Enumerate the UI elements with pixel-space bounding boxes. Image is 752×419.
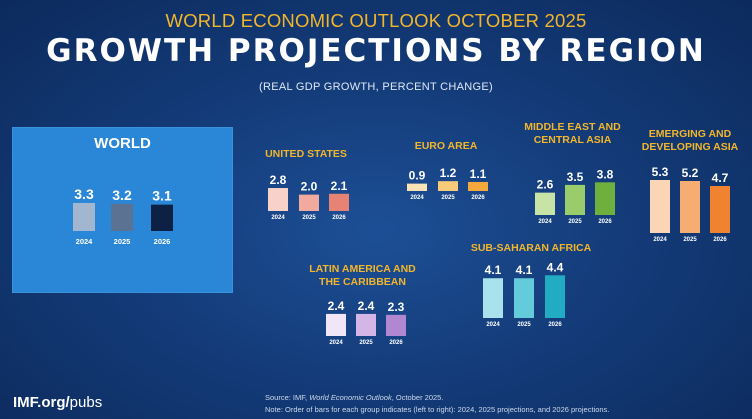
bar-2026	[151, 204, 173, 231]
tick-label: 2026	[471, 195, 485, 201]
chart-title: SUB-SAHARAN AFRICA	[470, 242, 592, 254]
bar-2024	[73, 202, 95, 231]
tick-label: 2024	[76, 237, 94, 246]
bar-2026	[468, 181, 488, 191]
bar-2025	[111, 203, 133, 231]
tick-label: 2026	[154, 237, 171, 246]
tick-label: 2024	[329, 340, 343, 346]
bar-2024	[407, 183, 427, 191]
bar-2025	[299, 194, 319, 211]
logo-main: IMF.org/	[13, 394, 70, 411]
source-suffix: , October 2025.	[391, 393, 444, 402]
logo-sub: pubs	[69, 394, 103, 411]
data-label: 2.4	[358, 299, 375, 313]
tick-label: 2025	[683, 237, 697, 243]
data-label: 3.3	[74, 186, 94, 202]
data-label: 0.9	[409, 169, 426, 183]
tick-label: 2024	[538, 219, 552, 225]
bar-2024	[268, 188, 288, 211]
source-note: Source: IMF, World Economic Outlook, Oct…	[265, 393, 443, 402]
bar-2025	[438, 181, 458, 191]
tick-label: 2024	[653, 237, 667, 243]
chart-title: WORLD	[94, 135, 151, 152]
source-prefix: Source: IMF,	[265, 393, 310, 402]
tick-label: 2025	[302, 215, 316, 221]
tick-label: 2024	[271, 215, 285, 221]
data-label: 2.0	[301, 180, 318, 194]
tick-label: 2025	[441, 195, 455, 201]
data-label: 2.1	[331, 179, 348, 193]
source-title: World Economic Outlook	[309, 393, 392, 402]
data-label: 3.1	[152, 188, 172, 204]
bar-2026	[595, 182, 615, 215]
bar-2025	[514, 278, 534, 318]
bar-2025	[356, 313, 376, 336]
chart-title: MIDDLE EAST AND CENTRAL ASIA	[524, 121, 621, 147]
data-label: 5.2	[682, 166, 699, 180]
page-title: GROWTH PROJECTIONS BY REGION	[46, 33, 706, 69]
chart-title: LATIN AMERICA AND THE CARIBBEAN	[309, 263, 416, 289]
data-label: 1.1	[470, 167, 487, 181]
data-label: 4.1	[516, 263, 533, 277]
data-label: 4.1	[485, 263, 502, 277]
chart-title: EURO AREA	[414, 140, 478, 152]
bar-2025	[680, 181, 700, 233]
bar-2024	[535, 192, 555, 215]
data-label: 3.5	[567, 170, 584, 184]
data-label: 2.6	[537, 178, 554, 192]
chart-title: UNITED STATES	[265, 148, 347, 160]
tick-label: 2025	[359, 340, 373, 346]
bar-2024	[483, 278, 503, 318]
supertitle: WORLD ECONOMIC OUTLOOK OCTOBER 2025	[165, 10, 587, 31]
imf-pubs-link[interactable]: IMF.org/pubs	[13, 394, 102, 411]
tick-label: 2026	[332, 215, 346, 221]
data-label: 2.4	[328, 299, 345, 313]
data-label: 5.3	[652, 165, 669, 179]
data-label: 2.3	[388, 300, 405, 314]
chart-title: EMERGING AND DEVELOPING ASIA	[641, 128, 739, 154]
tick-label: 2024	[410, 195, 424, 201]
tick-label: 2026	[713, 237, 727, 243]
tick-label: 2025	[517, 322, 531, 328]
bar-2026	[386, 314, 406, 336]
bar-2026	[710, 186, 730, 233]
bar-2026	[545, 275, 565, 318]
data-label: 2.8	[270, 173, 287, 187]
data-label: 3.2	[112, 187, 132, 203]
tick-label: 2024	[486, 322, 500, 328]
data-label: 3.8	[597, 167, 614, 181]
data-label: 4.4	[547, 260, 564, 274]
bar-order-note: Note: Order of bars for each group indic…	[265, 405, 610, 414]
tick-label: 2026	[548, 322, 562, 328]
tick-label: 2026	[389, 340, 403, 346]
bar-2026	[329, 193, 349, 211]
data-label: 4.7	[712, 171, 729, 185]
bar-2024	[650, 180, 670, 233]
tick-label: 2025	[568, 219, 582, 225]
bar-2024	[326, 313, 346, 336]
tick-label: 2025	[114, 237, 131, 246]
subtitle: (REAL GDP GROWTH, PERCENT CHANGE)	[259, 81, 493, 93]
tick-label: 2026	[598, 219, 612, 225]
data-label: 1.2	[440, 166, 457, 180]
bar-2025	[565, 184, 585, 215]
